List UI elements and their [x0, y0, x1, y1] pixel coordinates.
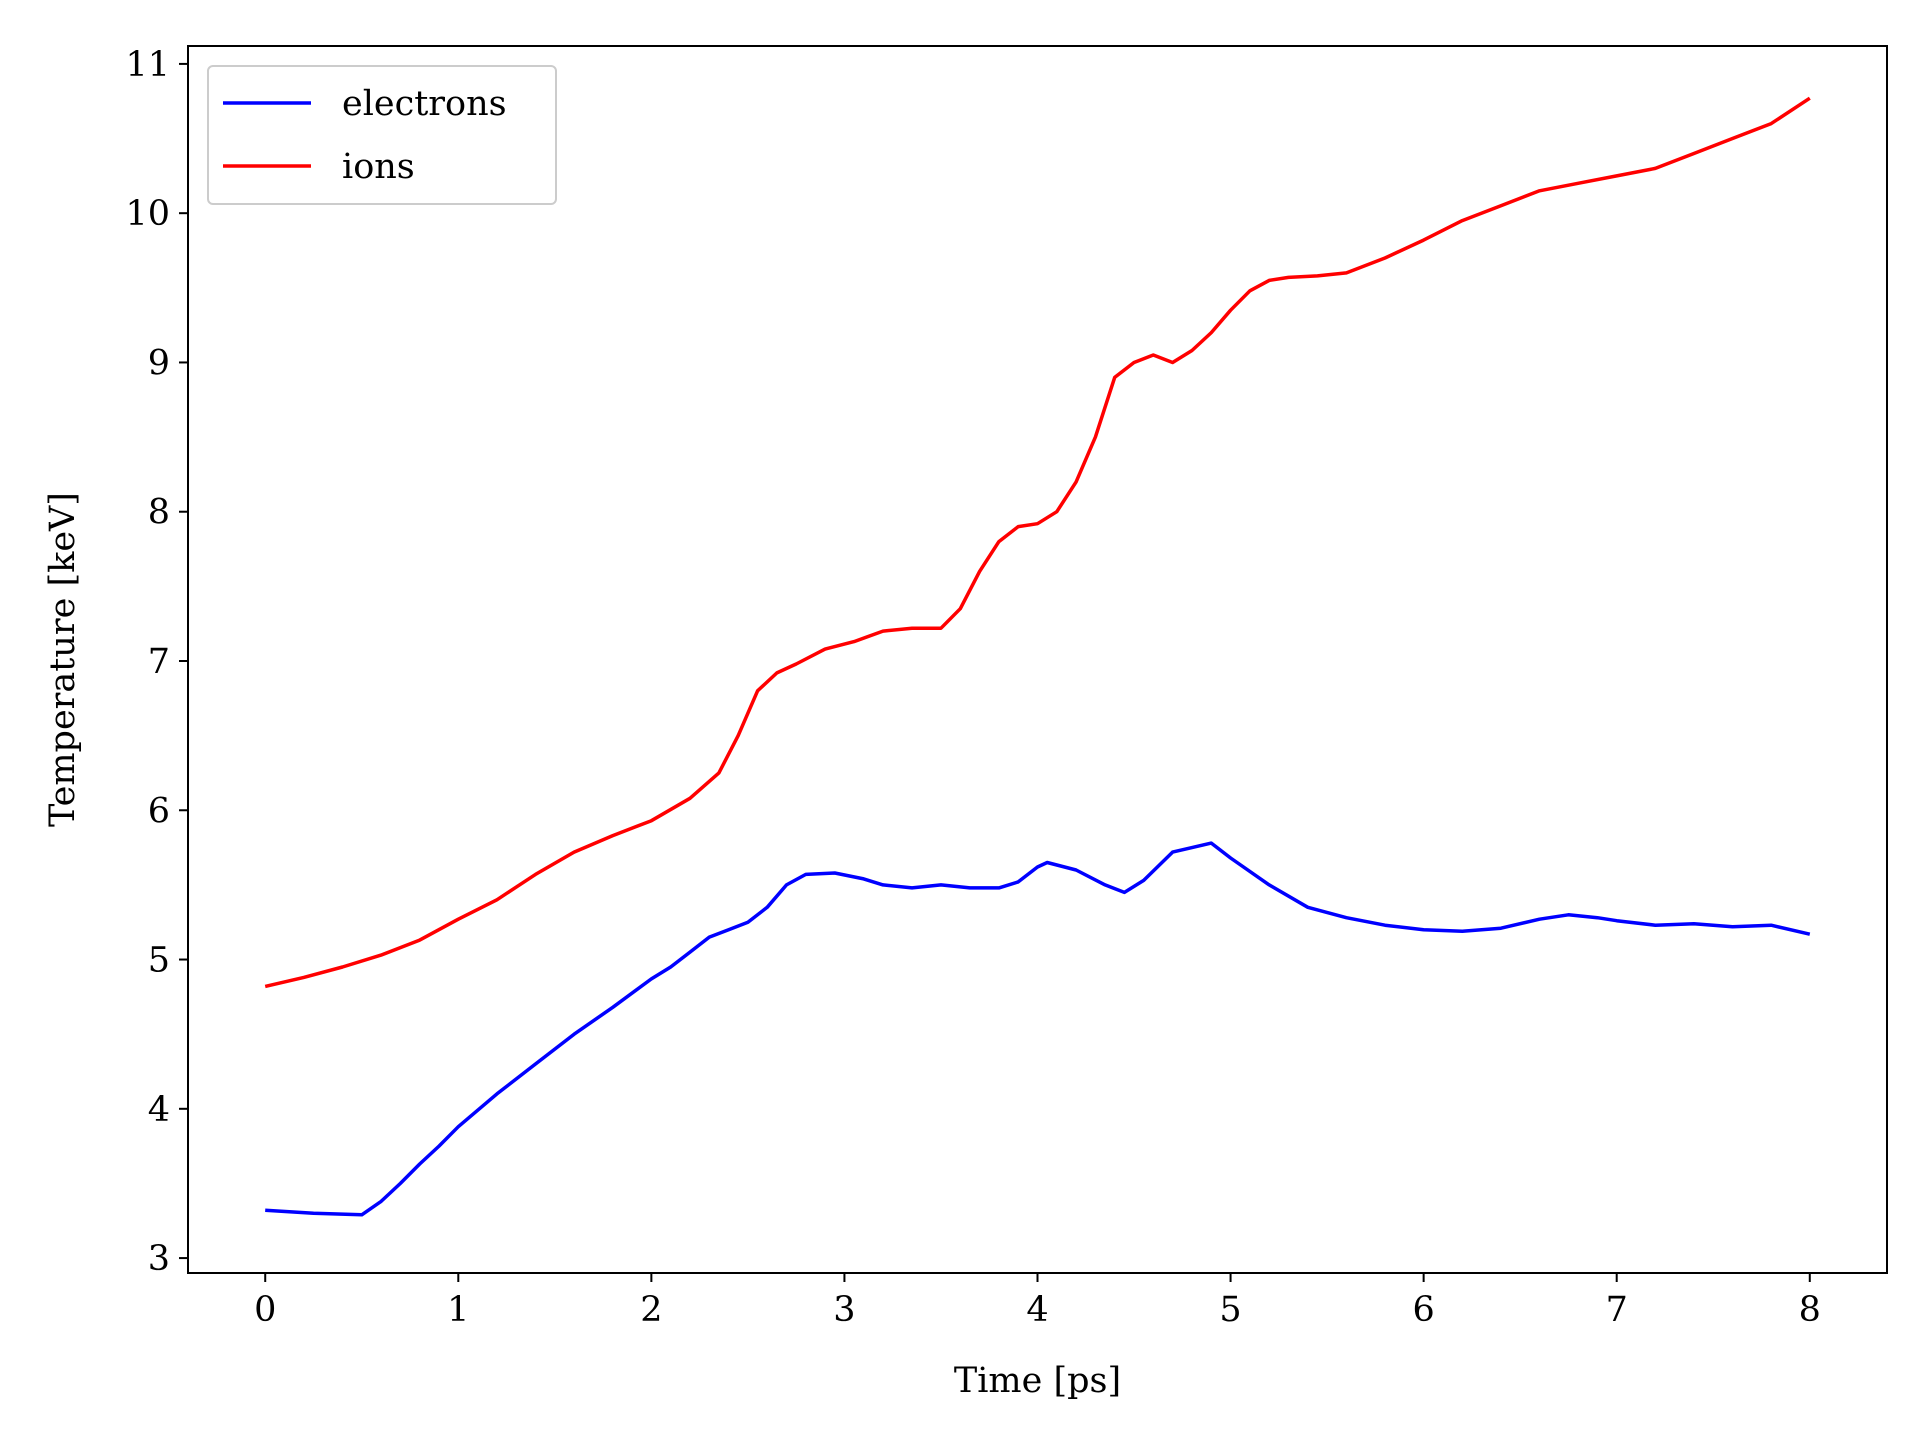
- y-tick-label: 9: [148, 343, 170, 383]
- series-layer: [264, 96, 1811, 1217]
- y-tick-label: 10: [125, 194, 170, 234]
- legend-label-ions: ions: [342, 147, 415, 187]
- y-tick-label: 6: [148, 791, 170, 831]
- x-axis-label: Time [ps]: [954, 1361, 1121, 1401]
- x-tick-label: 8: [1799, 1290, 1821, 1330]
- series-line-electrons: [265, 841, 1811, 1217]
- legend-label-electrons: electrons: [342, 84, 507, 124]
- y-tick-label: 4: [148, 1090, 170, 1130]
- x-tick-label: 4: [1026, 1290, 1048, 1330]
- x-tick-label: 6: [1412, 1290, 1434, 1330]
- x-tick-label: 1: [447, 1290, 469, 1330]
- legend-box: [207, 65, 557, 205]
- y-tick-label: 5: [148, 941, 170, 981]
- legend: electrons ions: [207, 65, 557, 205]
- x-tick-label: 0: [254, 1290, 276, 1330]
- y-tick-label: 3: [148, 1239, 170, 1279]
- x-axis: 0 1 2 3 4 5 6 7 8: [254, 1273, 1821, 1330]
- series-line-ions: [264, 96, 1811, 989]
- x-tick-label: 2: [640, 1290, 662, 1330]
- x-tick-label: 7: [1606, 1290, 1628, 1330]
- x-tick-label: 5: [1219, 1290, 1241, 1330]
- y-tick-label: 8: [148, 493, 170, 533]
- y-tick-label: 7: [148, 642, 170, 682]
- y-tick-label: 11: [125, 45, 170, 85]
- y-axis-label: Temperature [keV]: [43, 492, 83, 827]
- y-axis: 3 4 5 6 7 8 9 10 11: [125, 45, 188, 1279]
- x-tick-label: 3: [833, 1290, 855, 1330]
